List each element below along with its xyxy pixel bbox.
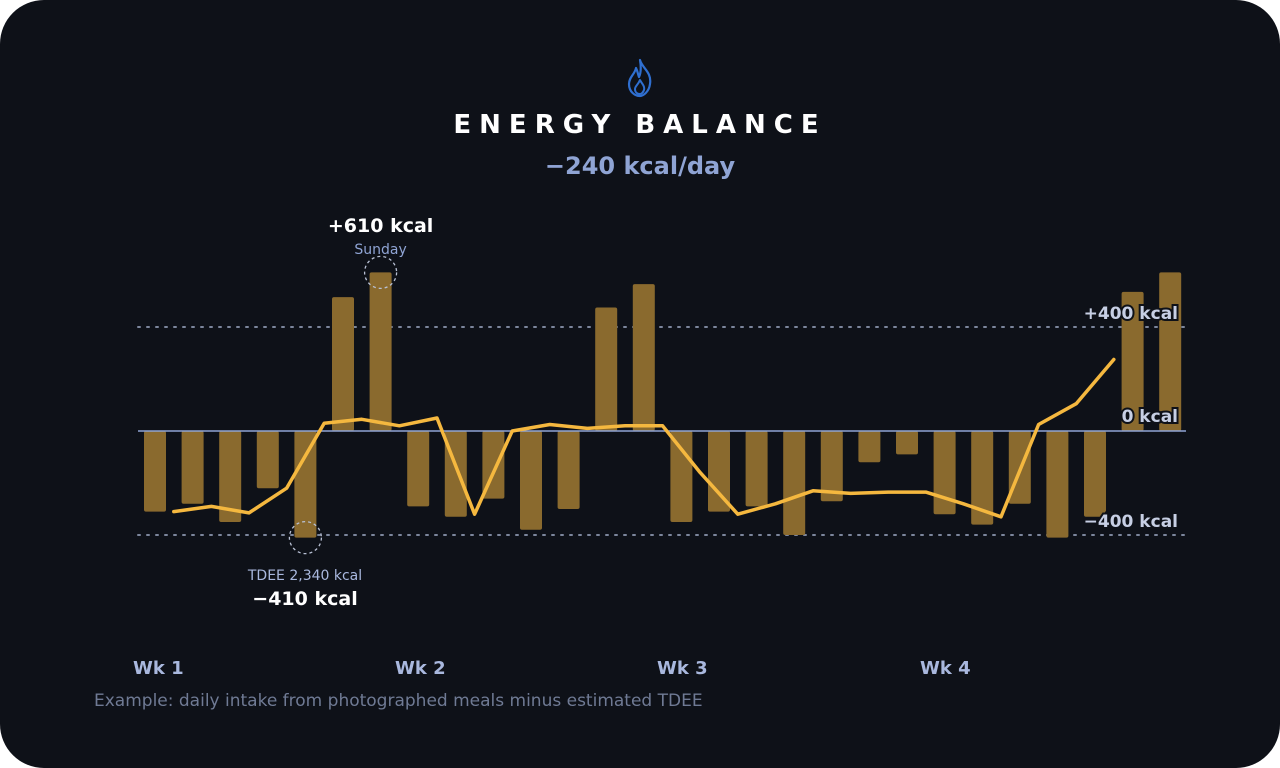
chart-subtitle: −240 kcal/day — [544, 152, 736, 180]
bar — [896, 431, 918, 455]
bar — [632, 284, 655, 431]
bar — [332, 297, 354, 431]
reference-label: +400 kcal — [1084, 304, 1178, 324]
bar — [219, 431, 242, 522]
bar — [1046, 431, 1069, 538]
chart-title: ENERGY BALANCE — [453, 110, 827, 140]
bar — [407, 431, 430, 507]
week-label: Wk 3 — [657, 658, 708, 679]
bar — [933, 431, 956, 515]
annotation-label: TDEE 2,340 kcal — [247, 568, 362, 584]
reference-label: 0 kcal — [1122, 407, 1178, 427]
annotation-value: −410 kcal — [252, 588, 357, 610]
bar — [256, 431, 279, 489]
bar — [745, 431, 768, 507]
bar — [144, 431, 166, 512]
bar — [820, 431, 843, 502]
reference-label: −400 kcal — [1084, 512, 1178, 532]
annotation-label: Sunday — [354, 242, 406, 258]
bar — [708, 431, 730, 512]
bar — [1159, 272, 1182, 431]
trend-line — [172, 357, 1116, 519]
bar — [181, 431, 204, 504]
bar — [294, 431, 317, 538]
highlight-ring — [288, 520, 323, 555]
bar — [1121, 291, 1144, 431]
bar — [1084, 431, 1106, 517]
week-label: Wk 1 — [133, 658, 184, 679]
annotation-value: +610 kcal — [328, 215, 433, 237]
bar — [783, 431, 806, 535]
bar — [557, 431, 580, 509]
footnote: Example: daily intake from photographed … — [94, 691, 703, 711]
bar — [858, 431, 881, 463]
bar — [670, 431, 693, 522]
bar — [520, 431, 542, 530]
bar — [369, 272, 392, 431]
bar — [595, 307, 618, 431]
bar — [971, 431, 994, 525]
highlight-ring — [363, 255, 398, 290]
week-label: Wk 4 — [920, 658, 971, 679]
week-label: Wk 2 — [395, 658, 446, 679]
flame-icon — [627, 58, 652, 98]
